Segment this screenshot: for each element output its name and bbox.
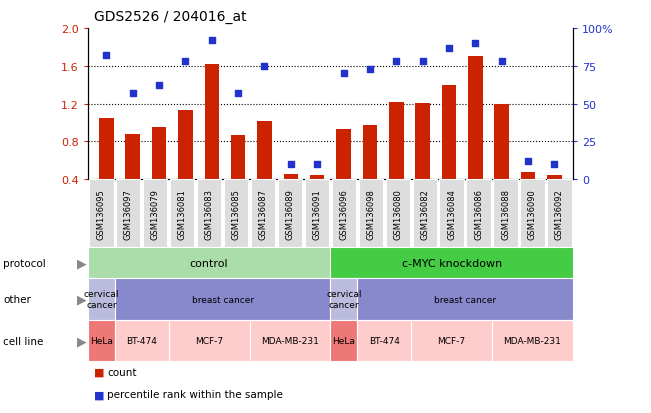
Text: HeLa: HeLa bbox=[333, 336, 355, 345]
Text: GDS2526 / 204016_at: GDS2526 / 204016_at bbox=[94, 10, 247, 24]
Bar bbox=[415, 103, 430, 217]
Text: breast cancer: breast cancer bbox=[191, 295, 254, 304]
Text: MCF-7: MCF-7 bbox=[195, 336, 223, 345]
Bar bbox=[178, 111, 193, 217]
Point bbox=[391, 59, 402, 65]
Text: GSM136088: GSM136088 bbox=[501, 188, 510, 239]
Text: ■: ■ bbox=[94, 389, 105, 399]
Text: GSM136084: GSM136084 bbox=[447, 188, 456, 239]
Text: HeLa: HeLa bbox=[90, 336, 113, 345]
Point bbox=[470, 40, 480, 47]
Bar bbox=[337, 130, 351, 217]
Point bbox=[339, 71, 349, 77]
Bar bbox=[389, 102, 404, 217]
Point bbox=[233, 90, 243, 97]
Text: GSM136082: GSM136082 bbox=[420, 188, 429, 239]
Text: other: other bbox=[3, 294, 31, 304]
Text: cell line: cell line bbox=[3, 336, 44, 346]
Text: MDA-MB-231: MDA-MB-231 bbox=[503, 336, 561, 345]
Text: protocol: protocol bbox=[3, 258, 46, 268]
Text: count: count bbox=[107, 367, 137, 377]
Text: c-MYC knockdown: c-MYC knockdown bbox=[402, 258, 502, 268]
Bar bbox=[152, 128, 166, 217]
Text: GSM136098: GSM136098 bbox=[367, 188, 375, 239]
Point bbox=[444, 45, 454, 52]
Bar bbox=[257, 121, 271, 217]
Text: GSM136090: GSM136090 bbox=[528, 188, 537, 239]
Text: ▶: ▶ bbox=[77, 257, 86, 270]
Text: GSM136097: GSM136097 bbox=[124, 188, 133, 239]
Text: ▶: ▶ bbox=[77, 334, 86, 347]
Point bbox=[365, 66, 375, 73]
Text: MDA-MB-231: MDA-MB-231 bbox=[261, 336, 319, 345]
Text: ▶: ▶ bbox=[77, 293, 86, 306]
Text: breast cancer: breast cancer bbox=[434, 295, 496, 304]
Bar bbox=[284, 175, 298, 217]
Bar bbox=[442, 85, 456, 217]
Text: GSM136091: GSM136091 bbox=[312, 188, 322, 239]
Point bbox=[549, 161, 560, 168]
Bar bbox=[231, 135, 245, 217]
Text: GSM136079: GSM136079 bbox=[151, 188, 159, 239]
Text: GSM136096: GSM136096 bbox=[339, 188, 348, 239]
Text: cervical
cancer: cervical cancer bbox=[326, 290, 361, 309]
Point bbox=[497, 59, 507, 65]
Text: ■: ■ bbox=[94, 367, 105, 377]
Text: GSM136086: GSM136086 bbox=[474, 188, 483, 239]
Bar bbox=[495, 104, 509, 217]
Point bbox=[101, 53, 111, 59]
Text: GSM136089: GSM136089 bbox=[286, 188, 294, 239]
Bar bbox=[126, 135, 140, 217]
Bar bbox=[204, 65, 219, 217]
Point bbox=[206, 38, 217, 44]
Text: BT-474: BT-474 bbox=[369, 336, 400, 345]
Bar bbox=[310, 176, 324, 217]
Text: GSM136092: GSM136092 bbox=[555, 188, 564, 239]
Text: GSM136085: GSM136085 bbox=[232, 188, 241, 239]
Text: GSM136095: GSM136095 bbox=[97, 188, 106, 239]
Point bbox=[180, 59, 191, 65]
Text: cervical
cancer: cervical cancer bbox=[83, 290, 119, 309]
Bar bbox=[521, 172, 535, 217]
Point bbox=[523, 158, 533, 165]
Point bbox=[259, 63, 270, 70]
Text: GSM136083: GSM136083 bbox=[204, 188, 214, 239]
Text: GSM136087: GSM136087 bbox=[258, 188, 268, 239]
Text: control: control bbox=[190, 258, 229, 268]
Text: BT-474: BT-474 bbox=[126, 336, 157, 345]
Bar bbox=[468, 57, 482, 217]
Bar bbox=[99, 119, 113, 217]
Point bbox=[417, 59, 428, 65]
Text: MCF-7: MCF-7 bbox=[437, 336, 465, 345]
Point bbox=[286, 161, 296, 168]
Point bbox=[128, 90, 138, 97]
Bar bbox=[547, 176, 562, 217]
Point bbox=[154, 83, 164, 90]
Text: GSM136080: GSM136080 bbox=[393, 188, 402, 239]
Text: percentile rank within the sample: percentile rank within the sample bbox=[107, 389, 283, 399]
Point bbox=[312, 161, 322, 168]
Text: GSM136081: GSM136081 bbox=[178, 188, 187, 239]
Bar bbox=[363, 126, 377, 217]
